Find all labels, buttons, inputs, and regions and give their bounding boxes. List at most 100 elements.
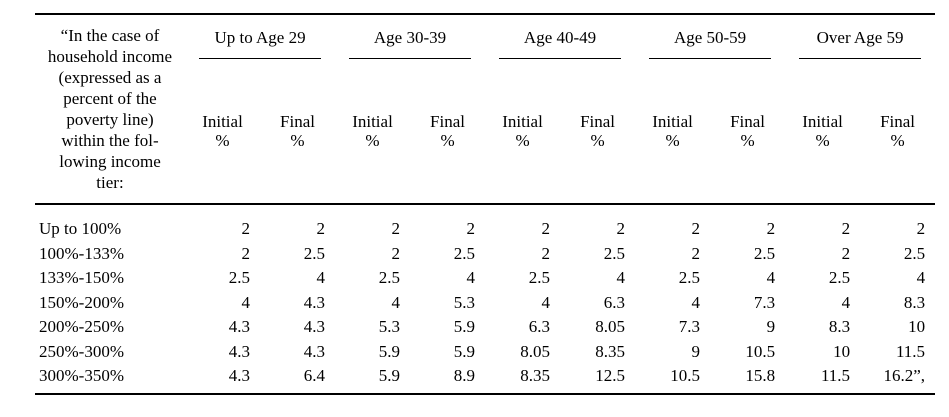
- cell-value: 4.3: [228, 341, 250, 361]
- cell-value: 8.05: [520, 341, 551, 361]
- cell-value: 2.5: [678, 268, 701, 288]
- cell-value: 2.5: [303, 243, 326, 263]
- cell-value: 2: [841, 219, 851, 239]
- age-group-header-3: Age 40-49: [485, 14, 635, 59]
- row-label: 100%-133%: [39, 243, 124, 263]
- cell-value: 15.8: [745, 366, 776, 386]
- table-row: 250%-300% 4.3 4.3 5.9 5.9 8.05 8.35 9 10.5 10 11.5: [35, 340, 935, 365]
- cell-value: 2: [541, 243, 551, 263]
- cell-value: 2.5: [828, 268, 851, 288]
- row-label: 133%-150%: [39, 268, 124, 288]
- cell-value: 2: [916, 219, 926, 239]
- cell-value: 2.5: [528, 268, 551, 288]
- cell-value: 8.35: [520, 366, 551, 386]
- cell-value: 8.35: [595, 341, 626, 361]
- cell-value: 4: [541, 292, 551, 312]
- subheader-final: Final %: [430, 112, 465, 150]
- cell-value: 5.9: [378, 366, 401, 386]
- cell-value: 11.5: [820, 366, 851, 386]
- age-group-label: Over Age 59: [799, 27, 922, 59]
- row-label: 300%-350%: [39, 366, 124, 386]
- cell-value: 2.5: [903, 243, 926, 263]
- age-group-label: Age 30-39: [349, 27, 472, 59]
- subheader-initial: Initial %: [352, 112, 393, 150]
- subheader-final: Final %: [730, 112, 766, 150]
- table-row: Up to 100% 2 2 2 2 2 2 2 2 2 2: [35, 204, 935, 242]
- cell-value: 2: [316, 219, 326, 239]
- age-group-label: Up to Age 29: [199, 27, 322, 59]
- cell-value: 4.3: [303, 341, 326, 361]
- cell-value: 2: [391, 243, 401, 263]
- cell-value: 5.3: [378, 317, 401, 337]
- cell-value: 8.9: [453, 366, 476, 386]
- cell-value: 2: [691, 243, 701, 263]
- cell-value: 4: [391, 292, 401, 312]
- cell-value: 4: [841, 292, 851, 312]
- cell-value: 8.05: [595, 317, 626, 337]
- cell-value: 6.3: [603, 292, 626, 312]
- cell-value: 2: [391, 219, 401, 239]
- cell-value: 4.3: [228, 317, 250, 337]
- cell-value: 2.5: [378, 268, 401, 288]
- cell-value: 2: [466, 219, 476, 239]
- cell-value: 2.5: [753, 243, 776, 263]
- cell-value: 4: [691, 292, 701, 312]
- cell-value: 4: [316, 268, 326, 288]
- subheader-initial: Initial %: [652, 112, 693, 150]
- cell-value: 2: [841, 243, 851, 263]
- cell-value: 2: [616, 219, 626, 239]
- cell-value: 4: [466, 268, 476, 288]
- cell-value: 4: [916, 268, 926, 288]
- header-group-row: “In the case of household income (expres…: [35, 14, 935, 192]
- table-row: 133%-150% 2.5 4 2.5 4 2.5 4 2.5 4 2.5 4: [35, 266, 935, 291]
- cell-value: 10: [833, 341, 851, 361]
- cell-value: 4.3: [303, 317, 326, 337]
- income-rate-table: “In the case of household income (expres…: [35, 13, 936, 395]
- cell-value: 8.3: [828, 317, 851, 337]
- cell-value: 4: [241, 292, 251, 312]
- age-group-header-1: Up to Age 29: [185, 14, 335, 59]
- subheader-initial: Initial %: [502, 112, 543, 150]
- age-group-header-4: Age 50-59: [635, 14, 785, 59]
- cell-value: 10.5: [670, 366, 701, 386]
- cell-value: 11.5: [895, 341, 926, 361]
- table-header: “In the case of household income (expres…: [35, 14, 936, 204]
- cell-value: 2: [241, 219, 251, 239]
- cell-value: 10: [908, 317, 926, 337]
- cell-value: 6.3: [528, 317, 551, 337]
- cell-value: 2.5: [453, 243, 476, 263]
- cell-value: 4: [766, 268, 776, 288]
- age-group-label: Age 40-49: [499, 27, 622, 59]
- table-row: 300%-350% 4.3 6.4 5.9 8.9 8.35 12.5 10.5 15.8 11.…: [35, 364, 935, 394]
- table-row: 150%-200% 4 4.3 4 5.3 4 6.3 4 7.3 4 8.3: [35, 291, 935, 316]
- header-sub-row: Initial % Final % Initial % Final % Init…: [35, 59, 935, 204]
- cell-value: 5.3: [453, 292, 476, 312]
- cell-value: 2: [241, 243, 251, 263]
- cell-value: 10.5: [745, 341, 776, 361]
- row-label: 250%-300%: [39, 341, 124, 361]
- cell-value: 7.3: [678, 317, 701, 337]
- cell-value: 4: [616, 268, 626, 288]
- cell-value: 2: [541, 219, 551, 239]
- cell-value: 5.9: [453, 317, 476, 337]
- cell-value: 16.2”,: [883, 366, 926, 386]
- subheader-initial: Initial %: [802, 112, 843, 150]
- subheader-final: Final %: [580, 112, 616, 150]
- row-label: Up to 100%: [39, 219, 122, 239]
- table-row: 100%-133% 2 2.5 2 2.5 2 2.5 2 2.5 2 2.5: [35, 242, 935, 267]
- subheader-final: Final %: [880, 112, 916, 150]
- cell-value: 9: [766, 317, 776, 337]
- cell-value: 4.3: [303, 292, 326, 312]
- subheader-final: Final %: [280, 112, 315, 150]
- subheader-initial: Initial %: [202, 112, 243, 150]
- age-group-label: Age 50-59: [649, 27, 772, 59]
- cell-value: 5.9: [378, 341, 401, 361]
- cell-value: 9: [691, 341, 701, 361]
- cell-value: 2.5: [603, 243, 626, 263]
- cell-value: 6.4: [303, 366, 326, 386]
- cell-value: 2.5: [228, 268, 250, 288]
- cell-value: 12.5: [595, 366, 626, 386]
- cell-value: 2: [691, 219, 701, 239]
- age-group-header-2: Age 30-39: [335, 14, 485, 59]
